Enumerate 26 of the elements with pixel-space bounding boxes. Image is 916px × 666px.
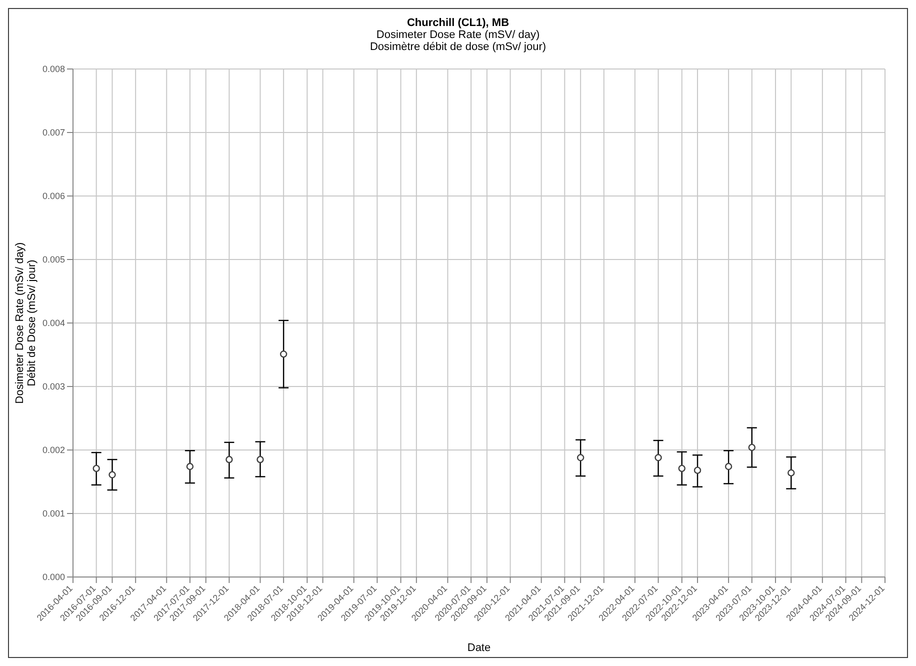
point xyxy=(108,471,116,478)
y-tick-label: 0.004 xyxy=(42,318,65,328)
y-tick-label: 0.000 xyxy=(42,572,65,582)
point xyxy=(280,350,288,358)
y-tick-label: 0.002 xyxy=(42,445,65,456)
y-tick-label: 0.007 xyxy=(42,128,65,138)
chart-subtitle: Dosimeter Dose Rate (mSV/ day) Dosimètre débit de dose (mSv/ jour) xyxy=(368,29,548,53)
chart-title: Churchill (CL1), MB xyxy=(406,17,510,29)
y-tick-label: 0.005 xyxy=(42,254,65,265)
point xyxy=(92,464,100,472)
x-axis-title: Date xyxy=(467,642,491,654)
point xyxy=(186,462,194,470)
point xyxy=(724,462,732,470)
y-tick-label: 0.008 xyxy=(42,64,65,74)
y-tick-label: 0.006 xyxy=(42,191,65,202)
y-tick-label: 0.003 xyxy=(42,382,65,392)
point xyxy=(788,469,795,476)
y-axis-title: Dosimeter Dose Rate (mSv/ day) Débit de Dose (mSv/ jour) xyxy=(14,242,38,404)
y-tick-label: 0.001 xyxy=(42,508,65,519)
point xyxy=(694,466,702,474)
point xyxy=(748,444,756,452)
point xyxy=(576,454,584,462)
point xyxy=(678,464,686,472)
point xyxy=(226,456,233,464)
point xyxy=(256,456,264,464)
point xyxy=(654,454,662,462)
